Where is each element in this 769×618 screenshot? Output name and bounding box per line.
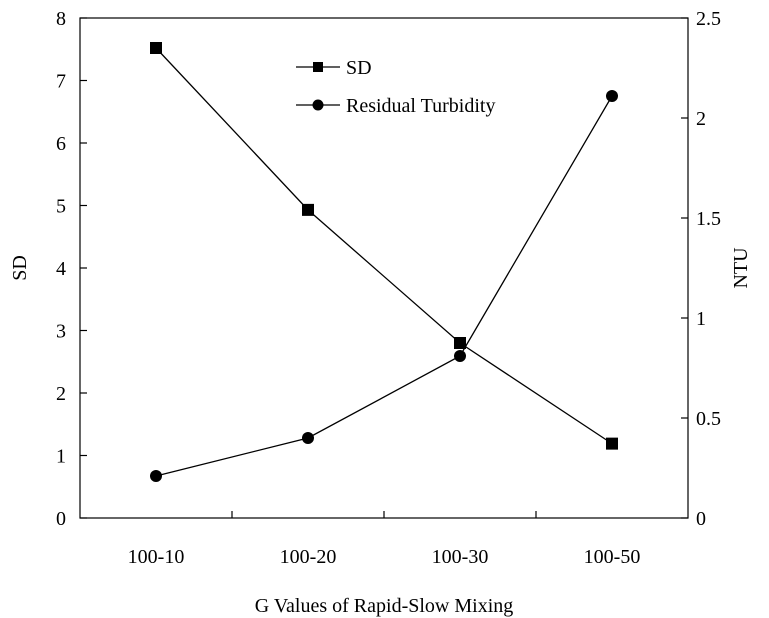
right-tick-label: 1: [696, 308, 706, 330]
left-tick-label: 5: [56, 196, 66, 218]
left-tick-label: 6: [56, 133, 66, 155]
right-tick-label: 2: [696, 108, 706, 130]
left-axis-tick-labels: 0 1 2 3 4 5 6 7 8: [56, 8, 66, 530]
legend-marker-square: [313, 62, 323, 72]
data-point-residual-turbidity: [606, 90, 618, 102]
legend-entry-sd: SD: [296, 57, 372, 79]
right-axis-tick-labels: 0 0.5 1 1.5 2 2.5: [696, 8, 721, 530]
right-tick-label: 0.5: [696, 408, 721, 430]
right-axis-ticks: [681, 17, 688, 519]
left-tick-label: 7: [56, 71, 66, 93]
data-point-sd: [454, 337, 466, 349]
right-axis-title: NTU: [730, 247, 752, 289]
data-point-sd: [302, 203, 314, 216]
left-axis-ticks: [80, 17, 87, 519]
series-line-sd: [155, 47, 613, 445]
x-tick-label: 100-30: [432, 546, 489, 568]
data-point-sd: [606, 437, 618, 450]
right-tick-label: 2.5: [696, 8, 721, 30]
legend-label-residual-turbidity: Residual Turbidity: [346, 95, 495, 117]
right-tick-label: 1.5: [696, 208, 721, 230]
legend-label-sd: SD: [346, 57, 372, 79]
legend-marker-circle: [312, 99, 324, 111]
left-axis-title: SD: [9, 255, 31, 281]
data-point-residual-turbidity: [150, 470, 162, 482]
left-tick-label: 1: [56, 446, 66, 468]
x-tick-label: 100-20: [280, 546, 337, 568]
left-tick-label: 3: [56, 321, 66, 343]
left-tick-label: 0: [56, 508, 66, 530]
legend-entry-residual-turbidity: Residual Turbidity: [296, 95, 495, 117]
data-point-residual-turbidity: [454, 350, 466, 362]
x-axis-title: G Values of Rapid-Slow Mixing: [255, 595, 514, 617]
x-axis-ticks: [231, 511, 537, 518]
series-layer: [150, 42, 618, 482]
x-axis-tick-labels: 100-10 100-20 100-30 100-50: [128, 546, 641, 568]
legend: SD Residual Turbidity: [296, 57, 495, 117]
right-tick-label: 0: [696, 508, 706, 530]
left-tick-label: 2: [56, 383, 66, 405]
left-tick-label: 8: [56, 8, 66, 30]
plot-frame: [79, 17, 689, 519]
x-tick-label: 100-10: [128, 546, 185, 568]
left-tick-label: 4: [56, 258, 66, 280]
data-point-sd: [150, 42, 162, 54]
x-tick-label: 100-50: [584, 546, 641, 568]
data-point-residual-turbidity: [302, 432, 314, 444]
series-line-residual-turbidity: [155, 95, 613, 477]
